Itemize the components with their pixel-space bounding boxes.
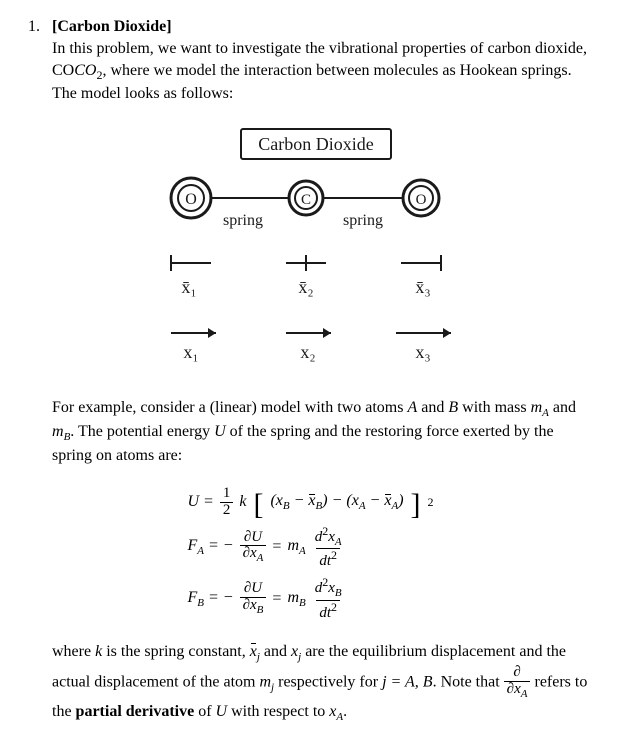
x2-label: x₂ xyxy=(300,342,315,362)
atom-mid: C xyxy=(289,181,323,215)
eq-U: U = 1 2 k [ (xB − xB) − (xA − xA) ]2 xyxy=(187,486,433,519)
arrow-x1 xyxy=(171,328,216,338)
xbar2-label: x̄₂ xyxy=(298,277,313,297)
arrow-x2 xyxy=(286,328,331,338)
x1-label: x₁ xyxy=(183,342,198,362)
xbar3-label: x̄₃ xyxy=(415,277,430,297)
x3-label: x₃ xyxy=(415,342,430,362)
tail-paragraph: where k is the spring constant, xj and x… xyxy=(52,641,593,724)
atom-left: O xyxy=(171,178,211,218)
svg-text:O: O xyxy=(185,191,197,208)
arrow-x3 xyxy=(396,328,451,338)
co2-diagram: Carbon Dioxide O C O spring spring xyxy=(131,123,491,383)
equations: U = 1 2 k [ (xB − xB) − (xA − xA) ]2 FA … xyxy=(28,480,593,627)
eq-FA: FA = − ∂U ∂xA = mA d2xA dt2 xyxy=(187,525,433,570)
figure: Carbon Dioxide O C O spring spring xyxy=(28,123,593,383)
xbar1-label: x̄₁ xyxy=(181,277,196,297)
problem-intro: In this problem, we want to investigate … xyxy=(52,38,593,105)
eq-FB: FB = − ∂U ∂xB = mB d2xB dt2 xyxy=(187,576,433,621)
problem-number: 1. xyxy=(28,18,46,36)
spring-right-label: spring xyxy=(343,212,383,229)
problem-header: 1. [Carbon Dioxide] xyxy=(28,18,593,36)
atom-right: O xyxy=(403,180,439,216)
caption-text: Carbon Dioxide xyxy=(258,134,373,154)
svg-text:O: O xyxy=(415,192,426,208)
example-paragraph: For example, consider a (linear) model w… xyxy=(52,397,593,467)
problem-title: [Carbon Dioxide] xyxy=(52,18,172,36)
spring-left-label: spring xyxy=(223,212,263,229)
svg-text:C: C xyxy=(300,192,310,208)
